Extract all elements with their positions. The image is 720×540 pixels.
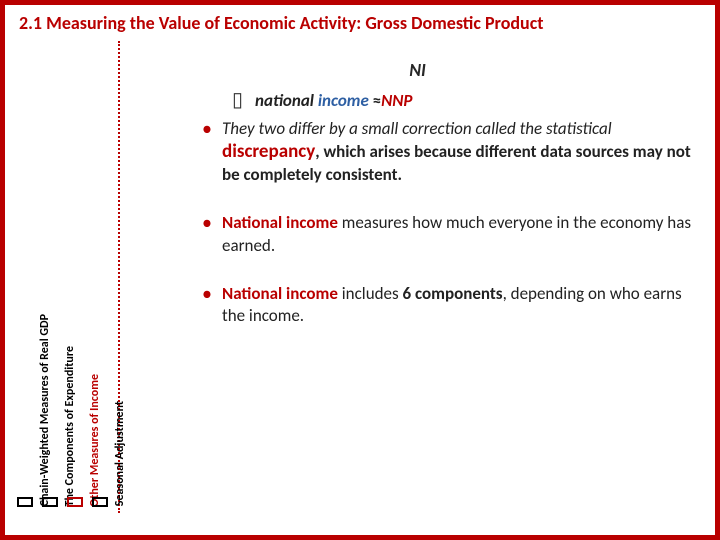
slide-title: 2.1 Measuring the Value of Economic Acti… [5, 5, 715, 41]
text-approx: ≈ [373, 90, 381, 111]
text: includes [338, 283, 403, 304]
bullet-marker-icon: ▯ [232, 87, 243, 112]
text-income: income [318, 90, 373, 111]
nav-box-icon [42, 497, 58, 507]
sub-bullet-2: National income measures how much everyo… [202, 212, 693, 256]
slide-body: Chain-Weighted Measures of Real GDP The … [5, 41, 715, 513]
text-national-income: National income [222, 212, 338, 233]
sub-bullet-1: They two differ by a small correction ca… [202, 118, 693, 187]
nav-box-icon [17, 497, 33, 507]
text-6-components: 6 components [403, 283, 503, 304]
sub-bullet-3: National income includes 6 components, d… [202, 283, 693, 327]
nav-box-icon [92, 497, 108, 507]
nav-label: Seasonal Adjustment [114, 401, 126, 506]
text: They two differ by a small correction ca… [222, 118, 612, 139]
text-national: national [255, 90, 318, 111]
main-bullet: ▯ national income ≈NNP [142, 87, 693, 112]
slide: 2.1 Measuring the Value of Economic Acti… [0, 0, 720, 540]
text-nnp: NNP [381, 90, 412, 111]
sub-bullet-list: They two differ by a small correction ca… [142, 118, 693, 327]
sidebar-nav: Chain-Weighted Measures of Real GDP The … [5, 41, 120, 513]
content-title: NI [142, 59, 693, 81]
text-discrepancy: discrepancy [222, 140, 315, 163]
nav-box-icon [67, 497, 83, 507]
text-national-income: National income [222, 283, 338, 304]
nav-item-seasonal[interactable]: Seasonal Adjustment [92, 401, 126, 506]
content-area: NI ▯ national income ≈NNP They two diffe… [120, 41, 715, 513]
